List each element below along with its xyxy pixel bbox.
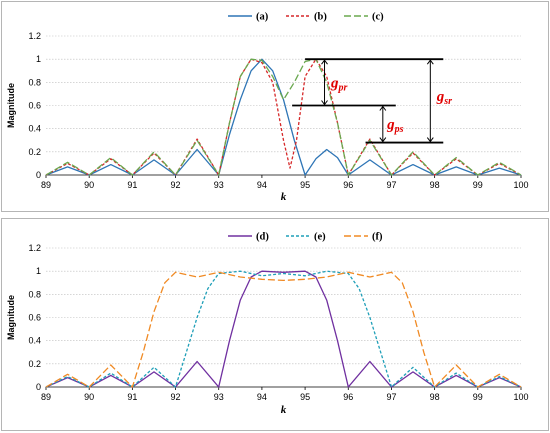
gsr-arrow-head-up (426, 59, 434, 65)
p1-x-tick-label: 91 (127, 392, 137, 402)
p1-y-tick-label: 0.6 (28, 313, 41, 323)
p1-y-axis-label: Magnitude (6, 295, 16, 340)
p0-y-tick-label: 1.2 (28, 31, 41, 41)
p0-series-line-2 (45, 58, 522, 176)
p0-x-tick-label: 94 (257, 180, 267, 190)
p1-x-tick-label: 89 (41, 392, 51, 402)
p1-x-tick-label: 100 (513, 392, 528, 402)
p0-x-tick-label: 98 (430, 180, 440, 190)
p0-x-tick-label: 89 (41, 180, 51, 190)
p1-legend-label-2: (f) (372, 232, 383, 243)
gps-arrow-head-down (379, 137, 387, 143)
p1-x-tick-label: 99 (473, 392, 483, 402)
p1-series-line-0 (45, 270, 522, 388)
p0-series-line-1 (45, 58, 522, 176)
p0-x-tick-label: 95 (300, 180, 310, 190)
p1-x-tick-label: 96 (343, 392, 353, 402)
panel-b-frame (1, 218, 549, 431)
p0-y-tick-label: 0.2 (28, 147, 41, 157)
p1-x-axis-label: k (281, 404, 287, 416)
p1-y-tick-label: 0.4 (28, 336, 41, 346)
p0-series-line-0 (45, 58, 522, 176)
p1-x-tick-label: 92 (171, 392, 181, 402)
p1-x-tick-label: 94 (257, 392, 267, 402)
p1-series-line-1 (45, 270, 522, 388)
p1-series-line-2 (45, 271, 522, 388)
panel-a-frame (1, 1, 549, 212)
p0-legend-label-2: (c) (372, 12, 384, 23)
gpr-arrow-head-down (321, 100, 328, 106)
p1-y-tick-label: 1.2 (28, 243, 41, 253)
p1-x-tick-label: 93 (214, 392, 224, 402)
p0-y-tick-label: 0 (36, 170, 41, 180)
gpr-arrow-head-up (321, 59, 328, 65)
p1-legend-label-1: (e) (314, 232, 326, 243)
p0-x-tick-label: 97 (386, 180, 396, 190)
p0-x-tick-label: 90 (84, 180, 94, 190)
p1-y-tick-label: 0.8 (28, 289, 41, 299)
p0-y-axis-label: Magnitude (6, 83, 16, 128)
p0-y-tick-label: 0.4 (28, 124, 41, 134)
p1-legend-label-0: (d) (256, 232, 269, 243)
p1-x-tick-label: 95 (300, 392, 310, 402)
p0-x-tick-label: 100 (513, 180, 528, 190)
p1-y-tick-label: 0 (36, 382, 41, 392)
p0-legend-label-1: (b) (314, 12, 327, 23)
gsr-arrow-head-down (426, 137, 434, 143)
chart-top: 0 0.2 0.4 0.6 0.8 1 1.2 89 90 91 92 93 94 95 96 97 98 99 1… (6, 12, 529, 204)
p1-x-tick-label: 97 (386, 392, 396, 402)
p1-x-tick-label: 90 (84, 392, 94, 402)
p0-x-tick-label: 93 (214, 180, 224, 190)
gps-arrow-head-up (379, 105, 387, 111)
p0-y-tick-label: 0.6 (28, 101, 41, 111)
p0-x-tick-label: 99 (473, 180, 483, 190)
p1-y-tick-label: 0.2 (28, 359, 41, 369)
p0-x-tick-label: 92 (171, 180, 181, 190)
p0-x-tick-label: 96 (343, 180, 353, 190)
p0-legend-label-0: (a) (256, 12, 269, 23)
p0-y-tick-label: 0.8 (28, 77, 41, 87)
p0-x-axis-label: k (281, 191, 287, 203)
p1-y-tick-label: 1 (36, 266, 41, 276)
chart-bottom: 0 0.2 0.4 0.6 0.8 1 1.2 89 90 91 92 93 94 95 96 97 98 99 1… (6, 232, 529, 417)
p0-y-tick-label: 1 (36, 54, 41, 64)
p0-x-tick-label: 91 (127, 180, 137, 190)
p1-x-tick-label: 98 (430, 392, 440, 402)
